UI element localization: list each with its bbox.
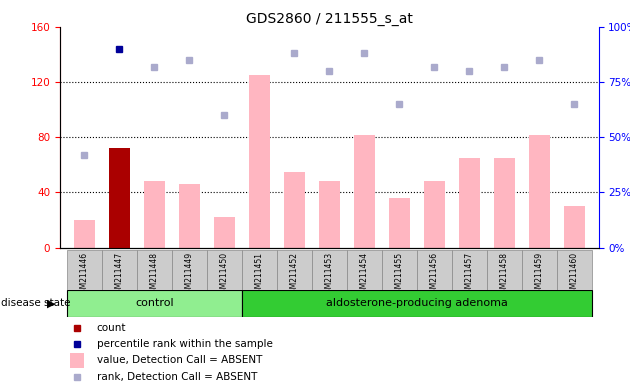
Bar	[556, 250, 592, 290]
Text: value, Detection Call = ABSENT: value, Detection Call = ABSENT	[97, 356, 262, 366]
Bar	[312, 250, 347, 290]
Bar	[74, 220, 95, 248]
Text: GSM211446: GSM211446	[80, 252, 89, 298]
Text: GSM211458: GSM211458	[500, 252, 508, 298]
Bar	[493, 158, 515, 248]
Bar	[207, 250, 242, 290]
Text: GSM211457: GSM211457	[464, 252, 474, 298]
Bar	[102, 250, 137, 290]
Text: GSM211453: GSM211453	[324, 252, 334, 298]
Bar	[389, 198, 410, 248]
Bar	[277, 250, 312, 290]
Text: GSM211448: GSM211448	[150, 252, 159, 298]
Text: GSM211454: GSM211454	[360, 252, 369, 298]
Text: rank, Detection Call = ABSENT: rank, Detection Call = ABSENT	[97, 372, 257, 382]
Text: GSM211460: GSM211460	[570, 252, 578, 298]
Text: ▶: ▶	[47, 298, 55, 308]
Bar	[353, 134, 375, 248]
Bar	[284, 172, 305, 248]
Bar	[67, 290, 242, 317]
Bar	[109, 148, 130, 248]
Text: GSM211455: GSM211455	[394, 252, 404, 298]
Text: control: control	[135, 298, 174, 308]
Bar	[563, 206, 585, 248]
Text: GSM211449: GSM211449	[185, 252, 194, 298]
Text: GSM211451: GSM211451	[255, 252, 264, 298]
Bar	[459, 158, 479, 248]
Bar	[67, 250, 102, 290]
Bar	[346, 250, 382, 290]
Bar	[242, 290, 592, 317]
Bar	[249, 75, 270, 248]
Bar	[382, 250, 416, 290]
Bar	[529, 134, 549, 248]
Bar	[522, 250, 556, 290]
Text: percentile rank within the sample: percentile rank within the sample	[97, 339, 273, 349]
Text: GSM211450: GSM211450	[220, 252, 229, 298]
Title: GDS2860 / 211555_s_at: GDS2860 / 211555_s_at	[246, 12, 413, 26]
Text: GSM211452: GSM211452	[290, 252, 299, 298]
Bar	[144, 182, 165, 248]
Bar	[109, 148, 130, 248]
Bar	[70, 353, 84, 368]
Bar	[452, 250, 486, 290]
Bar	[172, 250, 207, 290]
Bar	[423, 182, 445, 248]
Bar	[137, 250, 172, 290]
Bar	[214, 217, 235, 248]
Text: GSM211456: GSM211456	[430, 252, 438, 298]
Bar	[416, 250, 452, 290]
Bar	[179, 184, 200, 248]
Text: GSM211459: GSM211459	[534, 252, 544, 298]
Bar	[319, 182, 340, 248]
Text: count: count	[97, 323, 126, 333]
Bar	[486, 250, 522, 290]
Bar	[242, 250, 277, 290]
Text: aldosterone-producing adenoma: aldosterone-producing adenoma	[326, 298, 508, 308]
Text: GSM211447: GSM211447	[115, 252, 124, 298]
Text: disease state: disease state	[1, 298, 71, 308]
